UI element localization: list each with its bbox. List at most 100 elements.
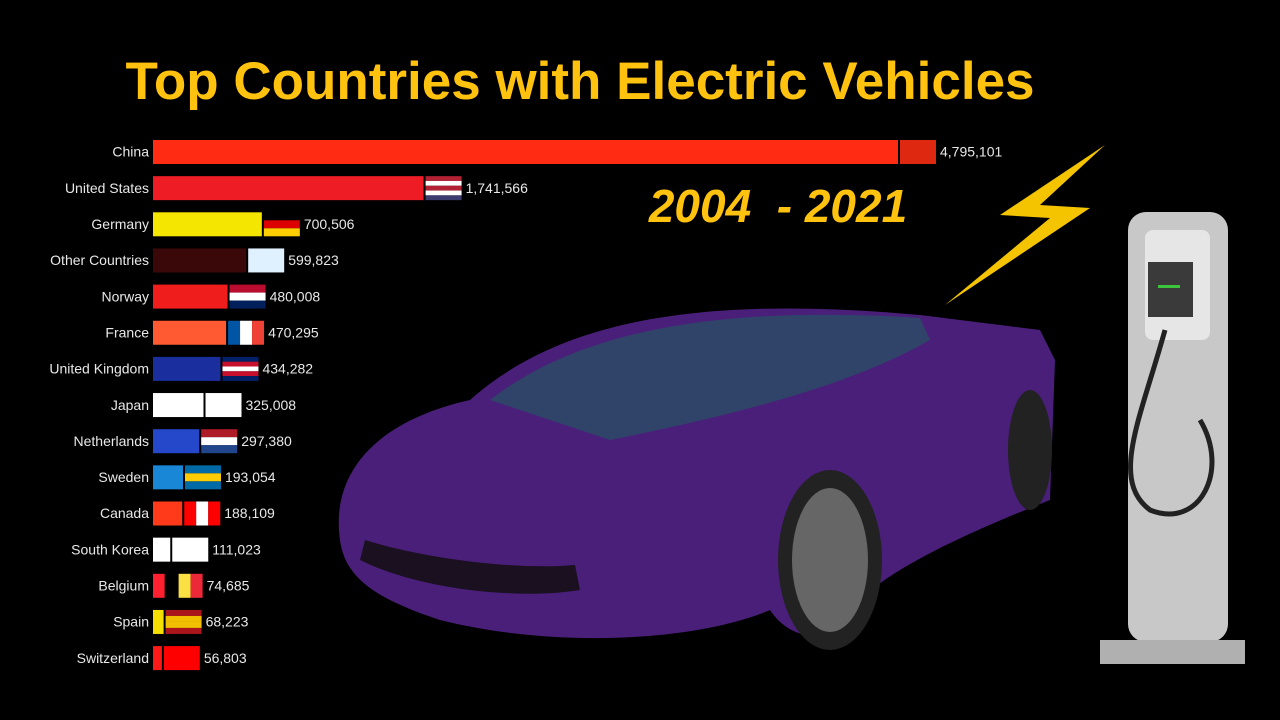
value-label: 111,023 xyxy=(212,541,261,557)
flag-stripe xyxy=(178,573,191,598)
category-label: France xyxy=(105,324,149,340)
flag xyxy=(229,284,266,309)
category-label: United Kingdom xyxy=(49,361,149,377)
bar xyxy=(153,176,424,201)
flag-stripe xyxy=(222,356,259,362)
flag-stripe xyxy=(163,646,200,671)
flag xyxy=(205,393,242,418)
flag xyxy=(228,320,265,345)
flag-stripe xyxy=(248,248,285,273)
category-label: Netherlands xyxy=(74,433,150,449)
category-label: Other Countries xyxy=(50,252,149,268)
flag-stripe xyxy=(196,501,209,526)
flag-stripe xyxy=(900,140,936,164)
value-label: 480,008 xyxy=(270,288,321,304)
bar xyxy=(153,573,165,598)
bar xyxy=(153,537,171,562)
flag xyxy=(184,465,221,490)
flag-stripe xyxy=(252,320,265,345)
flag-stripe xyxy=(165,615,202,622)
flag-stripe xyxy=(425,195,462,201)
flag-stripe xyxy=(222,366,259,372)
value-label: 599,823 xyxy=(288,252,339,268)
flag-stripe xyxy=(166,573,179,598)
flag-stripe xyxy=(184,481,221,490)
flag-stripe xyxy=(263,212,300,221)
flag-stripe xyxy=(165,627,202,634)
value-label: 68,223 xyxy=(206,614,249,630)
value-label: 1,741,566 xyxy=(466,180,528,196)
flag-stripe xyxy=(205,393,242,418)
bar xyxy=(153,393,204,418)
category-label: Sweden xyxy=(98,469,149,485)
bar xyxy=(153,356,221,381)
flag xyxy=(900,140,936,164)
bar xyxy=(153,320,227,345)
category-label: Switzerland xyxy=(77,650,149,666)
value-label: 188,109 xyxy=(224,505,275,521)
flag xyxy=(165,609,202,634)
bar xyxy=(153,646,162,671)
flag-stripe xyxy=(229,300,266,309)
flag-stripe xyxy=(425,176,462,181)
bar xyxy=(153,212,262,237)
flag xyxy=(222,356,259,381)
flag-stripe xyxy=(263,220,300,229)
flag xyxy=(201,429,238,454)
bar xyxy=(153,140,898,164)
flag xyxy=(425,176,462,201)
category-label: Spain xyxy=(113,614,149,630)
flag-stripe xyxy=(263,228,300,237)
category-label: China xyxy=(112,144,149,160)
flag-stripe xyxy=(165,609,202,616)
value-label: 470,295 xyxy=(268,324,319,340)
car-illustration xyxy=(338,308,1056,650)
category-label: Norway xyxy=(102,288,149,304)
bar xyxy=(153,465,183,490)
flag-stripe xyxy=(228,320,241,345)
flag-stripe xyxy=(222,376,259,381)
flag-stripe xyxy=(229,284,266,293)
category-label: Belgium xyxy=(98,578,149,594)
bar xyxy=(153,248,247,273)
flag-stripe xyxy=(184,473,221,482)
flag-stripe xyxy=(201,445,238,454)
value-label: 297,380 xyxy=(241,433,292,449)
flag-stripe xyxy=(201,429,238,438)
flag xyxy=(184,501,221,526)
value-label: 700,506 xyxy=(304,216,355,232)
value-label: 434,282 xyxy=(262,361,313,377)
flag xyxy=(166,573,203,598)
value-label: 56,803 xyxy=(204,650,247,666)
flag-stripe xyxy=(229,292,266,301)
flag-stripe xyxy=(172,537,209,562)
flag xyxy=(248,248,285,273)
category-label: Japan xyxy=(111,397,149,413)
flag-stripe xyxy=(222,371,259,377)
flag xyxy=(172,537,209,562)
flag-stripe xyxy=(190,573,203,598)
bar xyxy=(153,609,164,634)
chart-subtitle: 2004 - 2021 xyxy=(648,180,907,232)
category-label: United States xyxy=(65,180,149,196)
flag-stripe xyxy=(184,465,221,474)
flag-stripe xyxy=(165,621,202,628)
charger-illustration xyxy=(1100,212,1245,664)
flag xyxy=(163,646,200,671)
value-label: 193,054 xyxy=(225,469,276,485)
flag-stripe xyxy=(222,361,259,367)
flag xyxy=(263,212,300,237)
category-label: Germany xyxy=(91,216,149,232)
flag-stripe xyxy=(425,190,462,196)
bar xyxy=(153,429,200,454)
flag-stripe xyxy=(240,320,253,345)
bar xyxy=(153,284,228,309)
flag-stripe xyxy=(201,437,238,446)
flag-stripe xyxy=(184,501,197,526)
category-label: South Korea xyxy=(71,541,149,557)
flag-stripe xyxy=(425,180,462,186)
flag-stripe xyxy=(425,185,462,191)
flag-stripe xyxy=(208,501,221,526)
